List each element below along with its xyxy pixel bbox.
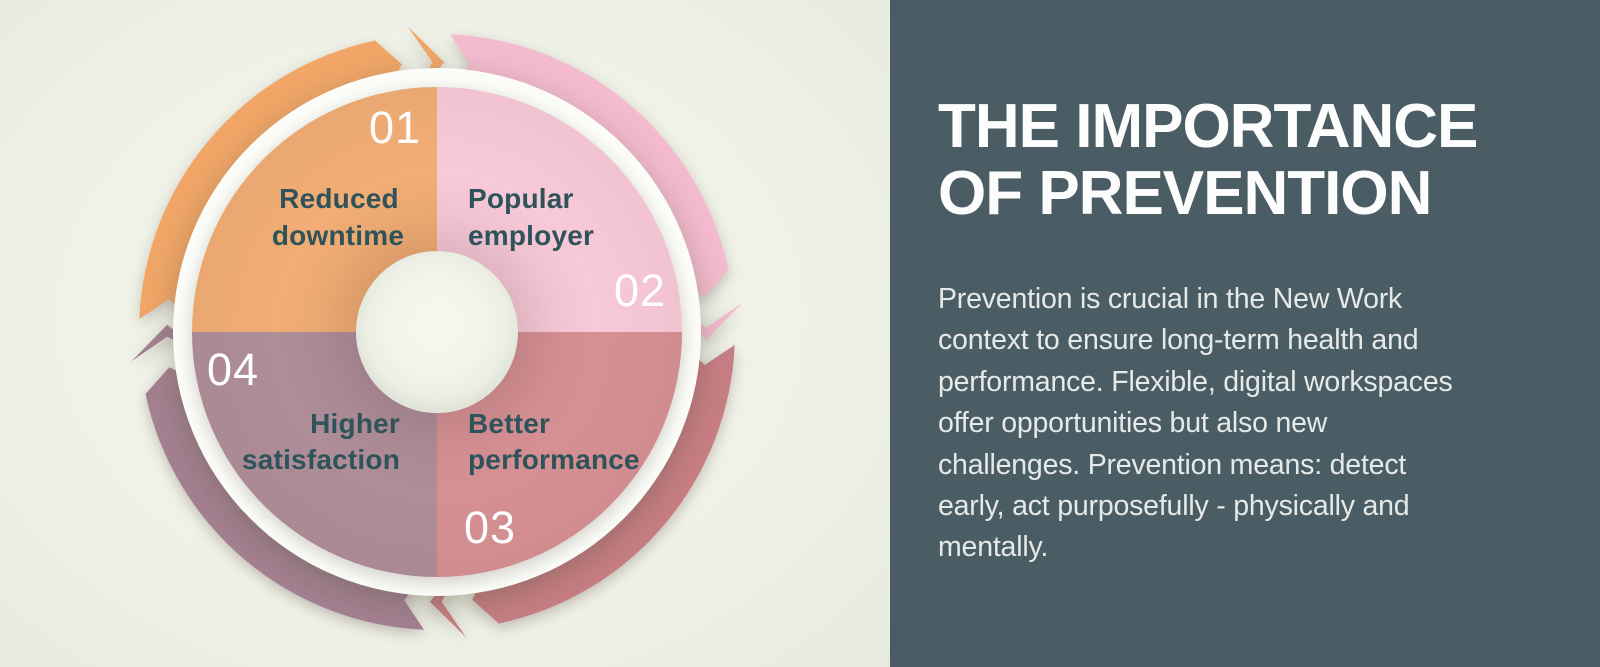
segment-01-label-line2: downtime (272, 220, 404, 251)
segment-01-label-line1: Reduced (279, 183, 399, 214)
panel-body-line: challenges. Prevention means: detect (938, 448, 1407, 481)
cycle-diagram: 01 02 03 04 Reduced downtime Popular emp… (131, 26, 743, 638)
panel-heading-line1: THE IMPORTANCE (938, 92, 1478, 161)
segment-03-label-line2: performance (468, 444, 640, 475)
segment-03-label-line1: Better (468, 408, 550, 439)
diagram-panel: 01 02 03 04 Reduced downtime Popular emp… (0, 0, 890, 667)
panel-body: Prevention is crucial in the New Work con… (938, 279, 1453, 569)
segment-02-arrow (447, 34, 743, 340)
segment-01-number: 01 (369, 102, 421, 153)
segment-02-label-line2: employer (468, 220, 594, 251)
segment-04-number: 04 (207, 344, 259, 395)
panel-body-line: early, act purposefully - physically and (938, 490, 1410, 523)
panel-body-line: offer opportunities but also new (938, 407, 1328, 440)
segment-02-label-line1: Popular (468, 183, 574, 214)
panel-heading-line2: OF PREVENTION (938, 159, 1432, 228)
segment-03-number: 03 (464, 502, 516, 553)
segment-04-label-line2: satisfaction (242, 444, 400, 475)
donut-hole (356, 251, 518, 413)
panel-heading: THE IMPORTANCE OF PREVENTION (938, 92, 1478, 228)
panel-body-line: Prevention is crucial in the New Work (938, 283, 1403, 315)
info-panel: THE IMPORTANCE OF PREVENTION Prevention … (890, 0, 1600, 667)
segment-02-number: 02 (614, 265, 666, 316)
segment-03-arrow (429, 342, 735, 638)
panel-body-line: performance. Flexible, digital workspace… (938, 365, 1453, 398)
segment-04-label-line1: Higher (310, 408, 400, 439)
panel-body-line: context to ensure long-term health and (938, 324, 1419, 357)
segment-01-arrow (139, 26, 445, 322)
segment-04-arrow (131, 324, 427, 630)
panel-body-line: mentally. (938, 531, 1049, 564)
